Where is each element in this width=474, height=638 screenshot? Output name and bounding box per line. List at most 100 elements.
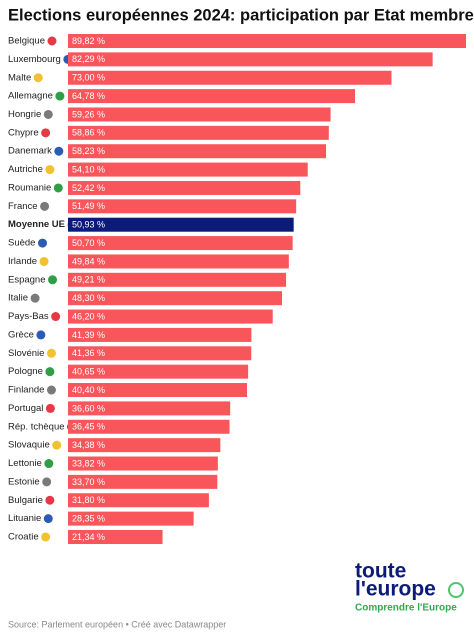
bar (68, 107, 331, 122)
bar (68, 162, 308, 177)
source: Source: Parlement européen • Créé avec D… (8, 619, 226, 629)
flag-icon (43, 109, 53, 119)
category-label: Rép. tchèque (8, 421, 65, 432)
bar (68, 180, 301, 195)
flag-icon (45, 367, 55, 377)
bar (68, 199, 297, 214)
category-label: Slovénie (8, 348, 44, 359)
value-label: 41,36 % (72, 348, 105, 358)
bar (68, 34, 466, 48)
logo-icon (448, 582, 464, 598)
flag-icon (45, 403, 55, 413)
category-label: Malte (8, 72, 31, 83)
flag-icon (39, 256, 49, 266)
bar (68, 272, 287, 287)
category-label: Slovaquie (8, 440, 50, 451)
category-label: Suède (8, 238, 35, 249)
category-label: Espagne (8, 274, 46, 285)
bar (68, 327, 252, 342)
value-label: 58,86 % (72, 128, 105, 138)
bar (68, 70, 392, 85)
category-label: Autriche (8, 164, 43, 175)
bar (68, 419, 230, 434)
bar (68, 401, 231, 416)
value-label: 36,60 % (72, 403, 105, 413)
logo-line2: l'europe (355, 578, 436, 601)
bar (68, 456, 218, 471)
value-label: 49,84 % (72, 256, 105, 266)
flag-icon (45, 495, 55, 505)
value-label: 73,00 % (72, 73, 105, 83)
flag-icon (41, 532, 51, 542)
chart-title: Elections européennes 2024: participatio… (8, 6, 474, 24)
value-label: 34,38 % (72, 440, 105, 450)
flag-icon (54, 146, 64, 156)
category-label: Lettonie (8, 458, 42, 469)
category-label: Luxembourg (8, 54, 61, 65)
value-label: 51,49 % (72, 201, 105, 211)
flag-icon (40, 201, 50, 211)
value-label: 28,35 % (72, 513, 105, 523)
value-label: 59,26 % (72, 109, 105, 119)
flag-icon (53, 183, 63, 193)
bar (68, 89, 356, 104)
flag-icon (30, 293, 40, 303)
bar (68, 346, 252, 361)
bar (68, 474, 218, 489)
value-label: 41,39 % (72, 330, 105, 340)
flag-icon (41, 128, 51, 138)
flag-icon (52, 440, 62, 450)
bar (68, 236, 293, 251)
value-label: 48,30 % (72, 293, 105, 303)
bar (68, 493, 209, 508)
category-label: Hongrie (8, 109, 41, 120)
bar (68, 144, 327, 159)
category-label: Pays-Bas (8, 311, 49, 322)
category-label: Danemark (8, 146, 52, 157)
value-label: 52,42 % (72, 183, 105, 193)
logo-tagline: Comprendre l'Europe (355, 603, 457, 614)
bar (68, 438, 221, 453)
category-label: Bulgarie (8, 495, 43, 506)
value-label: 40,40 % (72, 385, 105, 395)
flag-icon (36, 330, 46, 340)
category-label: Irlande (8, 256, 37, 267)
category-label: Finlande (8, 385, 44, 396)
flag-icon (48, 275, 58, 285)
bar (68, 383, 248, 398)
value-label: 31,80 % (72, 495, 105, 505)
flag-icon (45, 165, 55, 175)
category-label: France (8, 201, 38, 212)
value-label: 33,82 % (72, 458, 105, 468)
value-label: 64,78 % (72, 91, 105, 101)
bar (68, 52, 433, 67)
value-label: 49,21 % (72, 275, 105, 285)
category-label: Lituanie (8, 513, 41, 524)
flag-icon (46, 385, 56, 395)
category-label: Italie (8, 293, 28, 304)
category-label: Estonie (8, 476, 40, 487)
bar (68, 217, 294, 232)
category-label: Pologne (8, 366, 43, 377)
bar (68, 291, 283, 306)
value-label: 21,34 % (72, 532, 105, 542)
category-label: Grèce (8, 329, 34, 340)
value-label: 82,29 % (72, 54, 105, 64)
bar (68, 511, 194, 526)
value-label: 54,10 % (72, 164, 105, 174)
flag-icon (33, 73, 43, 83)
value-label: 50,93 % (72, 220, 105, 230)
flag-icon (37, 238, 47, 248)
value-label: 40,65 % (72, 367, 105, 377)
category-label: Croatie (8, 532, 39, 543)
flag-icon (55, 91, 65, 101)
flag-icon (47, 36, 57, 46)
bar (68, 364, 249, 379)
category-label: Chypre (8, 127, 39, 138)
value-label: 33,70 % (72, 477, 105, 487)
category-label: Roumanie (8, 182, 51, 193)
value-label: 89,82 % (72, 36, 105, 46)
flag-icon (46, 348, 56, 358)
value-label: 46,20 % (72, 311, 105, 321)
